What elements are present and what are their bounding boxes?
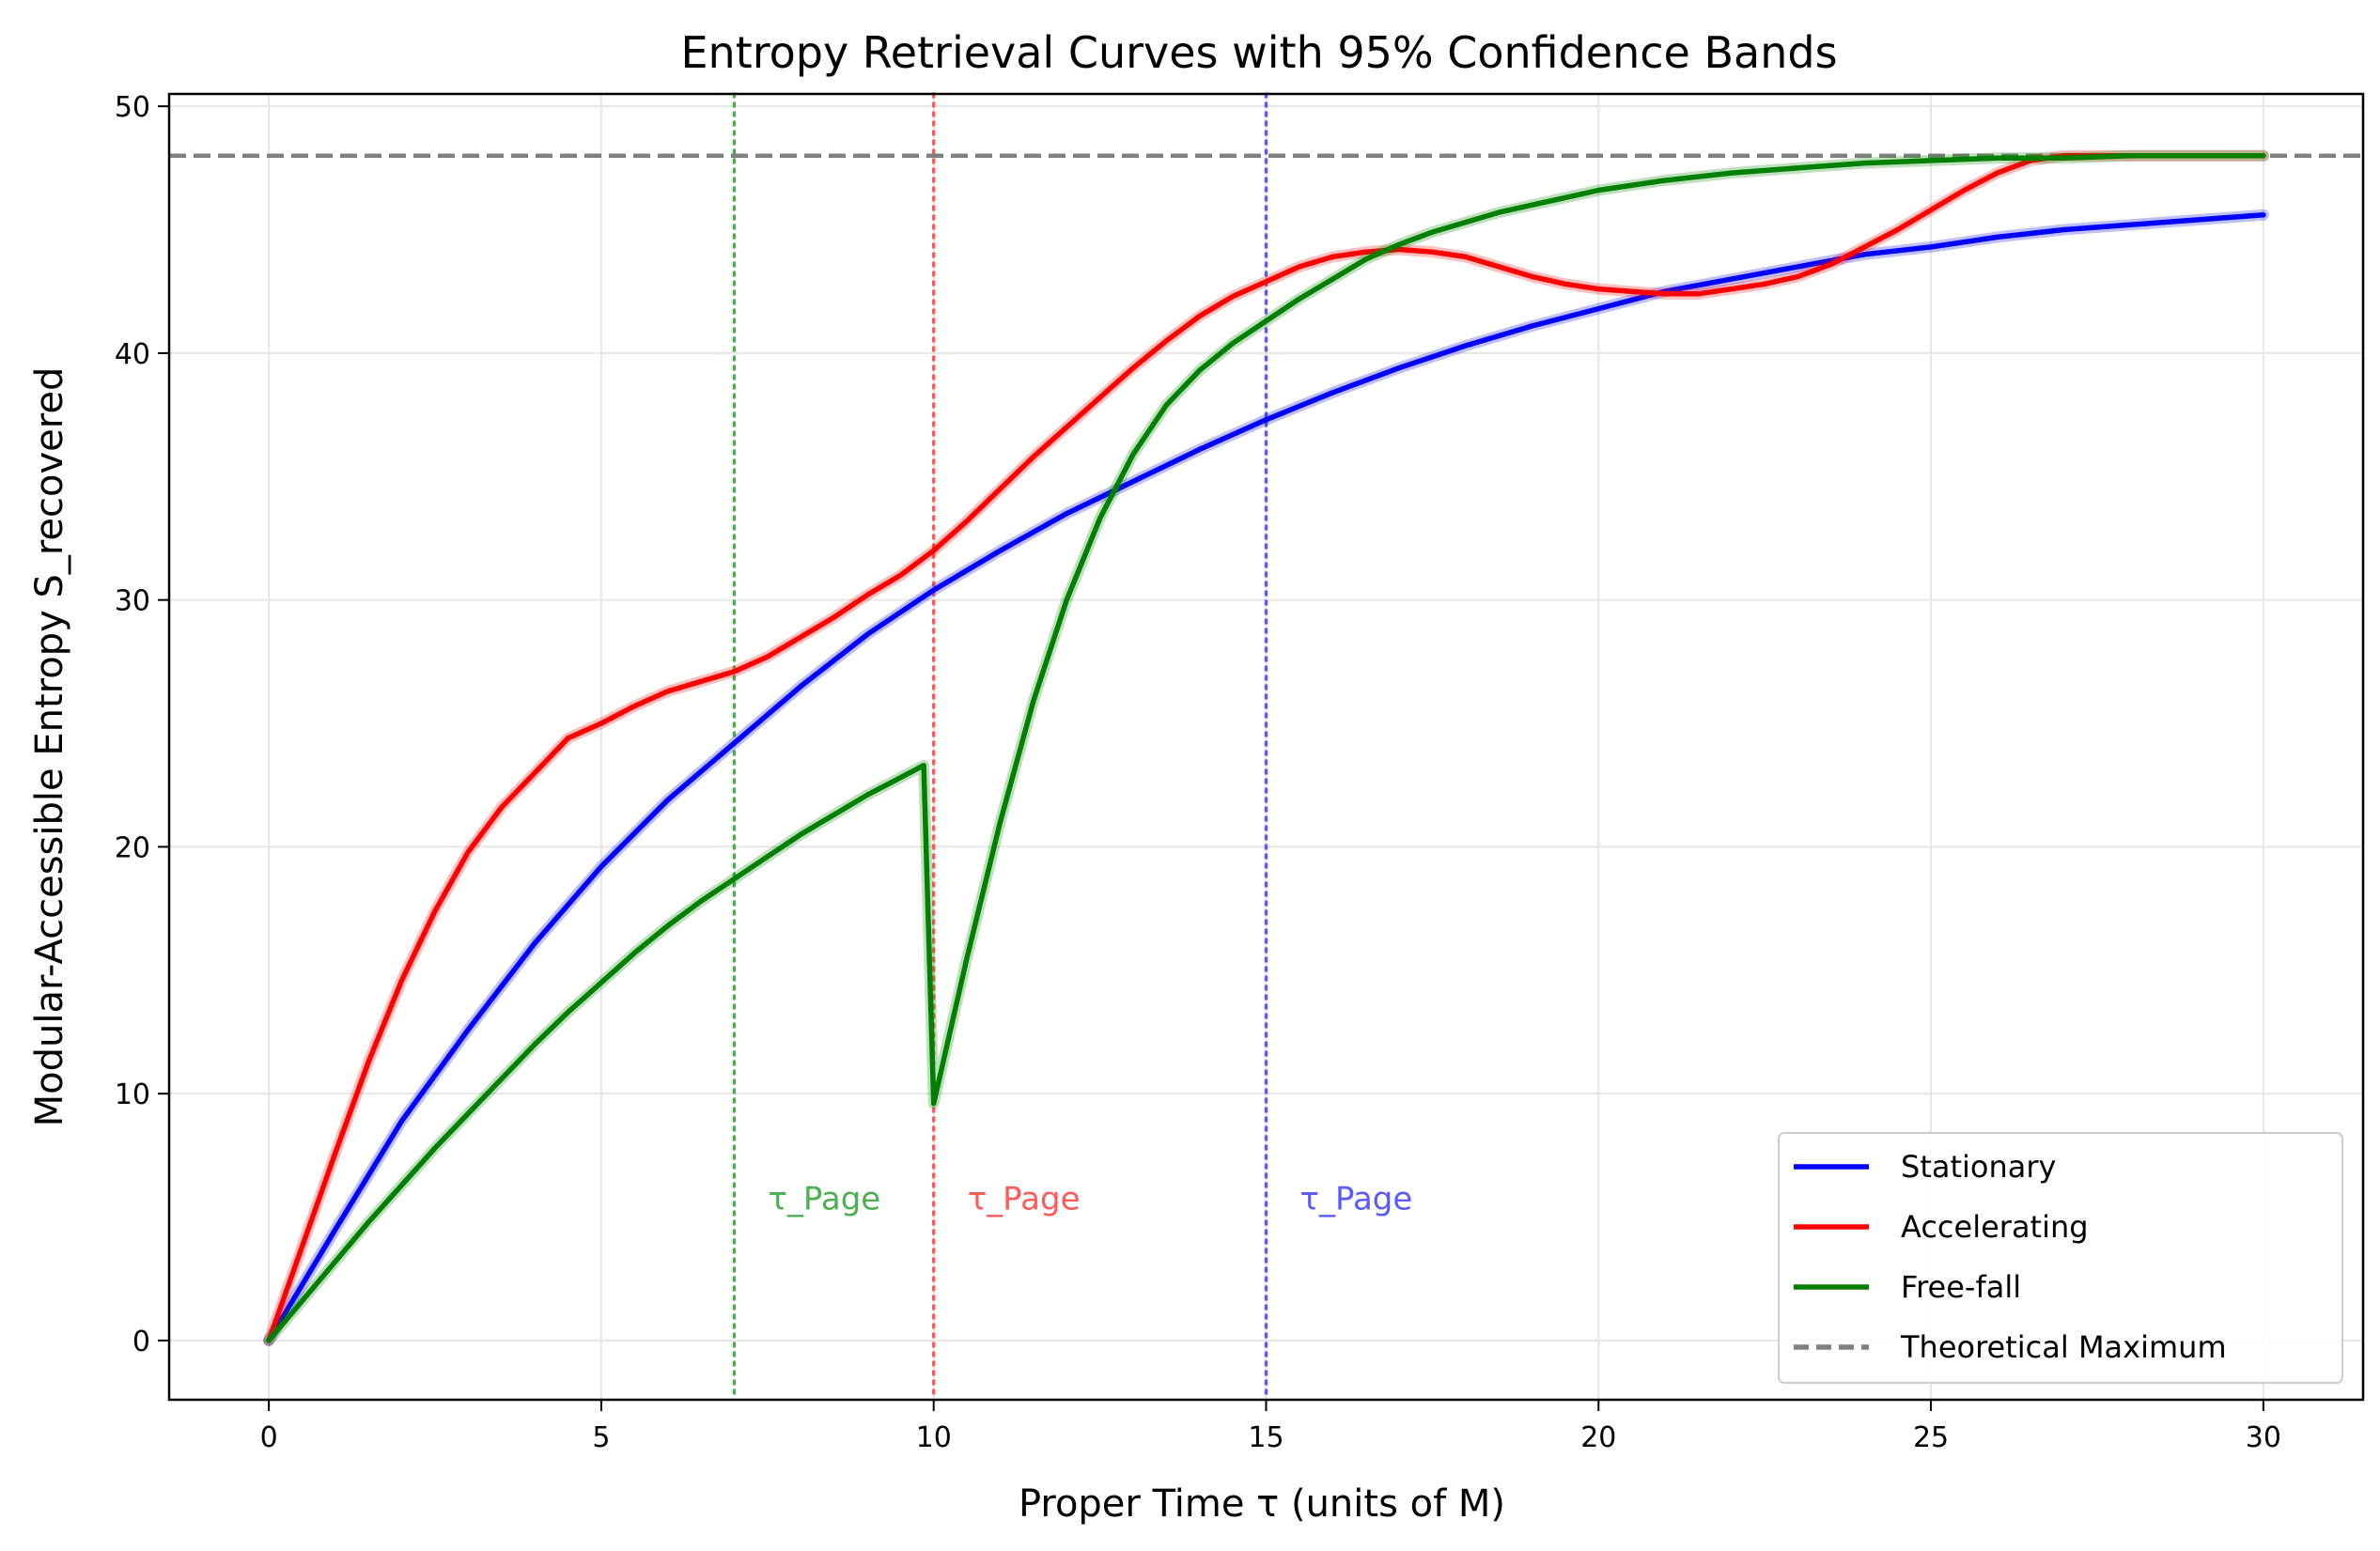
x-axis-title: Proper Time τ (units of M) — [1019, 1482, 1505, 1526]
page-time-lines: τ_Page τ_Page τ_Page — [732, 92, 1413, 1402]
axes: 0 5 10 15 20 25 30 0 10 20 30 40 50 — [115, 91, 2365, 1454]
y-tick-label: 50 — [115, 91, 150, 124]
y-tick-label: 30 — [115, 585, 150, 618]
page-time-label: τ_Page — [1300, 1181, 1413, 1218]
page-time-label: τ_Page — [968, 1181, 1081, 1218]
x-tick-label: 0 — [260, 1421, 278, 1454]
x-tick-label: 5 — [592, 1421, 610, 1454]
stationary-line — [266, 212, 2266, 1343]
x-tick-label: 10 — [916, 1421, 952, 1454]
free-fall-line — [266, 152, 2266, 1343]
x-tick-label: 25 — [1913, 1421, 1949, 1454]
y-tick-label: 10 — [115, 1078, 150, 1111]
x-tick-label: 30 — [2246, 1421, 2281, 1454]
legend-label: Free-fall — [1901, 1269, 2021, 1305]
y-tick-label: 40 — [115, 338, 150, 371]
legend: Stationary Accelerating Free-fall Theoretic… — [1778, 1132, 2343, 1384]
chart-title: Entropy Retrieval Curves with 95% Confid… — [680, 27, 1837, 78]
x-tick-label: 15 — [1248, 1421, 1283, 1454]
plot-frame — [167, 92, 2365, 1402]
legend-label: Accelerating — [1901, 1209, 2089, 1245]
accelerating-line — [266, 152, 2266, 1343]
legend-label: Theoretical Maximum — [1900, 1329, 2227, 1365]
y-axis-title: Modular-Accessible Entropy S_recovered — [28, 367, 71, 1127]
x-tick-label: 20 — [1580, 1421, 1616, 1454]
y-tick-label: 0 — [132, 1326, 150, 1358]
series-lines — [169, 149, 2363, 1346]
legend-box — [1778, 1132, 2343, 1384]
page-time-label: τ_Page — [768, 1181, 880, 1218]
legend-label: Stationary — [1901, 1149, 2056, 1185]
y-tick-label: 20 — [115, 831, 150, 864]
